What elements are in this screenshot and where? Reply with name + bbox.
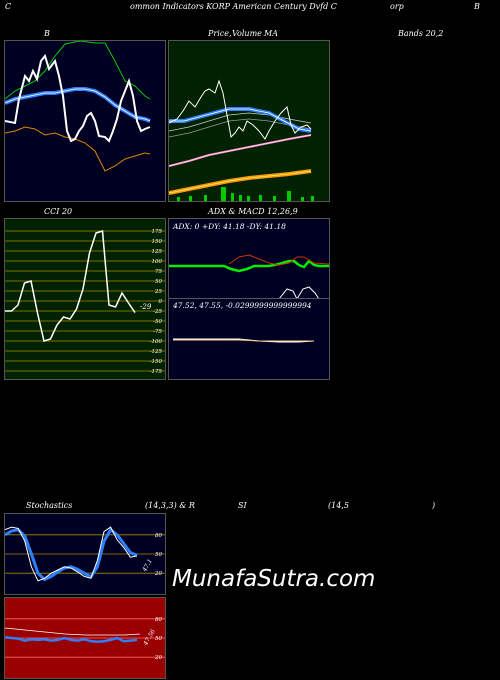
cci-tick-label: 0 xyxy=(159,299,163,305)
cci-tick-label: 50 xyxy=(155,279,162,285)
ma-white-lower xyxy=(169,118,312,138)
cci-line xyxy=(5,230,136,342)
stochastics-panel: 80 50 20 47.1 xyxy=(4,513,166,595)
watermark: MunafaSutra.com xyxy=(172,566,376,592)
ma-white-upper xyxy=(169,112,312,132)
cci-tick-label: 175 xyxy=(152,229,163,235)
cci-tick-label: -50 xyxy=(153,319,162,325)
cci-panel: 175 150 125 100 75 50 25 0 -25 -50 -75 -100 -125 -150… xyxy=(4,218,166,380)
price-ma-panel xyxy=(168,40,330,202)
rsi-panel: 80 50 20 47.56 xyxy=(4,597,166,679)
osc-tick-label: 20 xyxy=(154,655,162,661)
cci-tick-label: -150 xyxy=(150,359,163,365)
stoch-d-line xyxy=(5,527,138,582)
rsi-svg: 80 50 20 xyxy=(5,617,165,661)
osc-tick-label: 50 xyxy=(155,552,162,558)
bollinger-panel xyxy=(4,40,166,202)
cci-tick-label: -25 xyxy=(153,309,162,315)
ma-orange-core xyxy=(169,170,312,194)
rsi-si-label: SI xyxy=(238,501,247,510)
stoch-tick-labels: 80 50 20 xyxy=(154,533,162,577)
adx-values: ADX: 0 +DY: 41.18 -DY: 41.18 xyxy=(173,222,286,231)
bollinger-svg xyxy=(5,41,151,172)
rsi-line xyxy=(5,636,138,644)
rsi-close-label: ) xyxy=(432,501,436,510)
header-title-tail: orp xyxy=(390,2,404,11)
adx-macd-label: ADX & MACD 12,26,9 xyxy=(208,207,298,216)
cci-tick-label: -75 xyxy=(153,329,162,335)
rsi-params-label: (14,5 xyxy=(328,501,349,510)
osc-tick-label: 50 xyxy=(155,636,162,642)
macd-values: 47.52, 47.55, -0.0299999999999994 xyxy=(173,301,312,310)
bollinger-upper-band xyxy=(5,41,151,100)
ma-pink-core xyxy=(169,134,312,167)
price-label: Price, xyxy=(208,29,232,38)
ma-pink xyxy=(169,134,312,167)
adx-svg xyxy=(169,254,329,299)
macd-panel: 47.52, 47.55, -0.0299999999999994 xyxy=(168,298,330,380)
volume-bars xyxy=(177,187,314,201)
osc-tick-label: 80 xyxy=(155,533,162,539)
bollinger-lower-band xyxy=(5,126,151,172)
adx-red-line xyxy=(228,254,329,266)
cci-tick-label: 75 xyxy=(155,269,162,275)
cci-gridlines xyxy=(5,230,165,372)
stoch-k-line xyxy=(5,526,138,582)
cci-tick-label: 25 xyxy=(154,289,162,295)
adx-panel: ADX: 0 +DY: 41.18 -DY: 41.18 xyxy=(168,218,330,300)
price-line xyxy=(169,79,312,140)
cci-label: CCI 20 xyxy=(44,207,73,216)
cci-tick-label: 125 xyxy=(152,249,163,255)
volume-label: Volume xyxy=(232,29,262,38)
cci-tick-label: 100 xyxy=(152,259,163,265)
price-ma-svg xyxy=(169,79,314,201)
cci-tick-label: -125 xyxy=(150,349,163,355)
stoch-params-label: (14,3,3) & R xyxy=(145,501,195,510)
bollinger-label: B xyxy=(44,29,50,38)
bollinger-price-line xyxy=(5,53,151,143)
stoch-label: Stochastics xyxy=(26,501,73,510)
bands-label: Bands 20,2 xyxy=(398,29,444,38)
cci-last-value: -29 xyxy=(140,303,152,311)
adx-green-line xyxy=(169,259,329,273)
macd-svg xyxy=(173,338,315,343)
rsi-white-line xyxy=(5,627,141,636)
chart-header-title: ommon Indicators KORP American Century D… xyxy=(130,2,337,11)
macd-signal-line xyxy=(173,339,314,342)
cci-tick-label: -175 xyxy=(150,369,163,375)
cci-tick-labels: 175 150 125 100 75 50 25 0 -25 -50 -75 -100 -125 -150… xyxy=(150,229,163,375)
cci-tick-label: 150 xyxy=(152,239,163,245)
rsi-tick-labels: 80 50 20 xyxy=(154,617,162,661)
rsi-gridlines xyxy=(5,618,165,658)
osc-tick-label: 80 xyxy=(155,617,162,623)
ma-label: MA xyxy=(264,29,278,38)
bollinger-middle-band xyxy=(5,87,151,123)
cci-tick-label: -100 xyxy=(150,339,163,345)
adx-white-line xyxy=(278,286,320,299)
header-c-left: C xyxy=(5,2,12,11)
stochastics-svg: 80 50 20 xyxy=(5,526,165,582)
osc-tick-label: 20 xyxy=(154,571,162,577)
header-b-right: B xyxy=(474,2,480,11)
cci-svg: 175 150 125 100 75 50 25 0 -25 -50 -75 -100 -125 -150… xyxy=(5,229,165,375)
bollinger-middle-band-core xyxy=(5,88,151,122)
